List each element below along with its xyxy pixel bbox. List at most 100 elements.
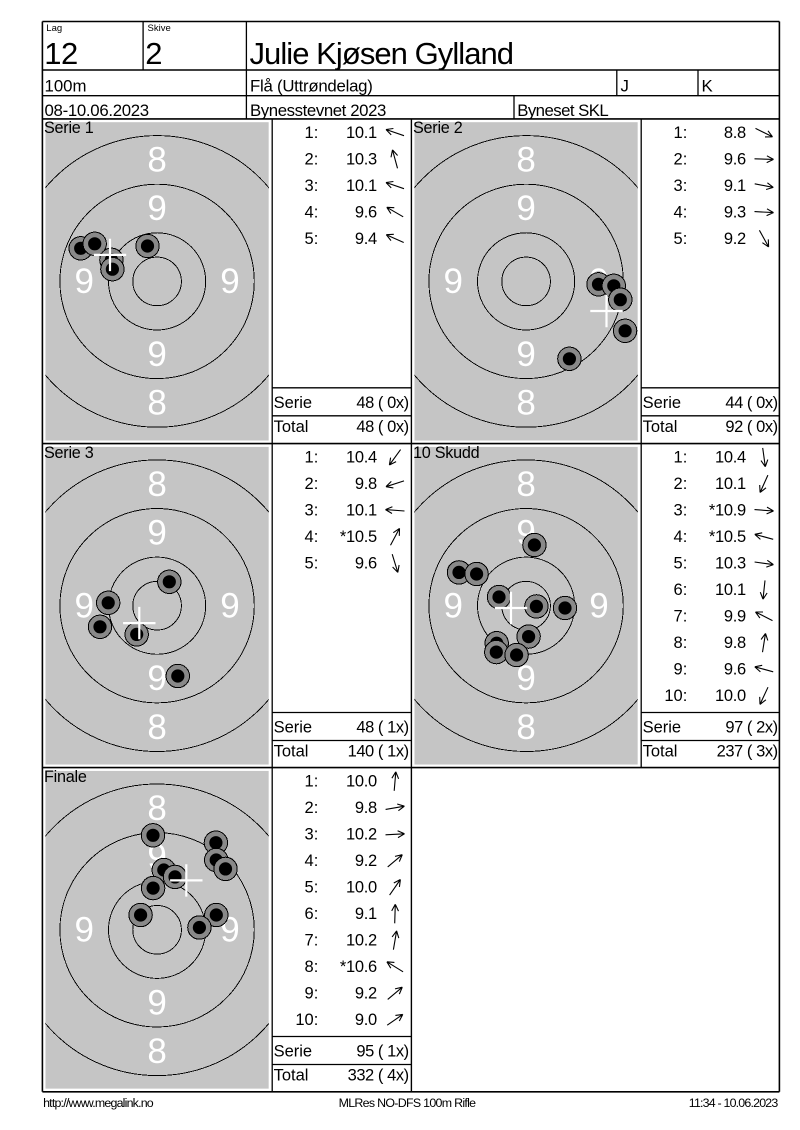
svg-text:*10.5: *10.5 <box>340 528 377 546</box>
svg-text:5:: 5: <box>305 230 319 248</box>
svg-text:4:: 4: <box>674 528 688 546</box>
svg-text:10.4: 10.4 <box>715 449 746 467</box>
svg-text:9: 9 <box>147 659 166 698</box>
svg-text:10.3: 10.3 <box>346 150 377 168</box>
svg-text:2: 2 <box>145 36 162 71</box>
svg-text:8.8: 8.8 <box>724 124 746 142</box>
svg-text:4:: 4: <box>305 528 319 546</box>
svg-text:9.2: 9.2 <box>724 230 746 248</box>
svg-text:9.6: 9.6 <box>355 555 377 573</box>
svg-text:9.6: 9.6 <box>724 661 746 679</box>
svg-text:10.3: 10.3 <box>715 555 746 573</box>
svg-text:9: 9 <box>74 262 93 301</box>
svg-text:3:: 3: <box>305 177 319 195</box>
svg-text:10.2: 10.2 <box>346 932 377 950</box>
svg-text:4:: 4: <box>305 203 319 221</box>
svg-text:Serie: Serie <box>643 394 682 412</box>
svg-text:Total: Total <box>274 743 309 761</box>
svg-text:9: 9 <box>147 189 166 228</box>
svg-text:5:: 5: <box>674 555 688 573</box>
svg-text:3:: 3: <box>305 502 319 520</box>
svg-text:9.1: 9.1 <box>355 905 377 923</box>
svg-text:9.1: 9.1 <box>724 177 746 195</box>
svg-text:Serie: Serie <box>274 1043 313 1061</box>
svg-text:http://www.megalink.no: http://www.megalink.no <box>43 1096 154 1110</box>
svg-text:Serie: Serie <box>274 394 313 412</box>
svg-text:2:: 2: <box>674 475 688 493</box>
svg-text:MLRes NO-DFS 100m Rifle: MLRes NO-DFS 100m Rifle <box>339 1096 477 1110</box>
svg-text:10.0: 10.0 <box>346 879 377 897</box>
svg-text:9: 9 <box>147 335 166 374</box>
svg-text:8:: 8: <box>674 634 688 652</box>
svg-text:4:: 4: <box>674 203 688 221</box>
svg-text:Total: Total <box>274 418 309 436</box>
svg-text:Serie 1: Serie 1 <box>44 119 94 137</box>
svg-text:10:: 10: <box>664 687 687 705</box>
svg-text:*10.9: *10.9 <box>709 502 746 520</box>
svg-text:9.6: 9.6 <box>724 150 746 168</box>
svg-text:140 ( 1x): 140 ( 1x) <box>348 743 409 761</box>
svg-text:9: 9 <box>220 586 239 625</box>
svg-text:3:: 3: <box>674 177 688 195</box>
svg-text:8: 8 <box>147 141 166 180</box>
svg-text:5:: 5: <box>305 555 319 573</box>
svg-text:9.2: 9.2 <box>355 852 377 870</box>
svg-text:8: 8 <box>147 708 166 747</box>
svg-text:1:: 1: <box>305 449 319 467</box>
svg-text:8: 8 <box>147 465 166 504</box>
svg-text:7:: 7: <box>305 932 319 950</box>
svg-text:6:: 6: <box>674 581 688 599</box>
svg-text:9: 9 <box>220 262 239 301</box>
svg-text:9.0: 9.0 <box>355 1011 377 1029</box>
svg-text:9: 9 <box>516 335 535 374</box>
svg-text:10.0: 10.0 <box>715 687 746 705</box>
svg-text:9: 9 <box>516 189 535 228</box>
svg-text:9: 9 <box>74 586 93 625</box>
svg-text:8: 8 <box>516 141 535 180</box>
svg-text:08-10.06.2023: 08-10.06.2023 <box>45 101 149 120</box>
svg-text:12: 12 <box>44 36 77 71</box>
svg-text:9.2: 9.2 <box>355 985 377 1003</box>
svg-text:Bynesstevnet 2023: Bynesstevnet 2023 <box>250 101 386 120</box>
svg-text:9:: 9: <box>674 661 688 679</box>
svg-text:100m: 100m <box>45 77 87 96</box>
svg-text:8: 8 <box>147 789 166 828</box>
svg-text:9.8: 9.8 <box>724 634 746 652</box>
svg-text:10.1: 10.1 <box>715 475 746 493</box>
svg-text:8:: 8: <box>305 958 319 976</box>
svg-text:Flå (Uttrøndelag): Flå (Uttrøndelag) <box>250 77 373 96</box>
svg-text:J: J <box>621 77 629 96</box>
svg-text:9.8: 9.8 <box>355 799 377 817</box>
svg-text:*10.5: *10.5 <box>709 528 746 546</box>
svg-text:9: 9 <box>74 910 93 949</box>
svg-text:5:: 5: <box>674 230 688 248</box>
svg-text:Lag: Lag <box>46 23 62 34</box>
svg-text:1:: 1: <box>674 124 688 142</box>
svg-text:K: K <box>702 77 713 96</box>
svg-text:97 ( 2x): 97 ( 2x) <box>725 719 777 737</box>
svg-text:9: 9 <box>589 586 608 625</box>
svg-text:Skive: Skive <box>148 23 171 34</box>
svg-text:10.0: 10.0 <box>346 773 377 791</box>
svg-text:8: 8 <box>147 1032 166 1071</box>
svg-text:8: 8 <box>516 708 535 747</box>
svg-text:8: 8 <box>147 384 166 423</box>
svg-text:8: 8 <box>516 465 535 504</box>
svg-text:Serie: Serie <box>274 719 313 737</box>
svg-text:92 ( 0x): 92 ( 0x) <box>725 418 777 436</box>
svg-text:9: 9 <box>443 586 462 625</box>
svg-text:10:: 10: <box>295 1011 318 1029</box>
svg-text:9.3: 9.3 <box>724 203 746 221</box>
svg-text:2:: 2: <box>674 150 688 168</box>
svg-text:10.1: 10.1 <box>346 177 377 195</box>
svg-text:Total: Total <box>643 743 678 761</box>
svg-text:2:: 2: <box>305 799 319 817</box>
svg-text:1:: 1: <box>305 773 319 791</box>
svg-text:10.2: 10.2 <box>346 826 377 844</box>
svg-text:9.4: 9.4 <box>355 230 377 248</box>
svg-text:10.1: 10.1 <box>346 124 377 142</box>
svg-text:7:: 7: <box>674 608 688 626</box>
svg-text:95 ( 1x): 95 ( 1x) <box>356 1043 408 1061</box>
svg-text:332 ( 4x): 332 ( 4x) <box>348 1067 409 1085</box>
svg-text:1:: 1: <box>305 124 319 142</box>
